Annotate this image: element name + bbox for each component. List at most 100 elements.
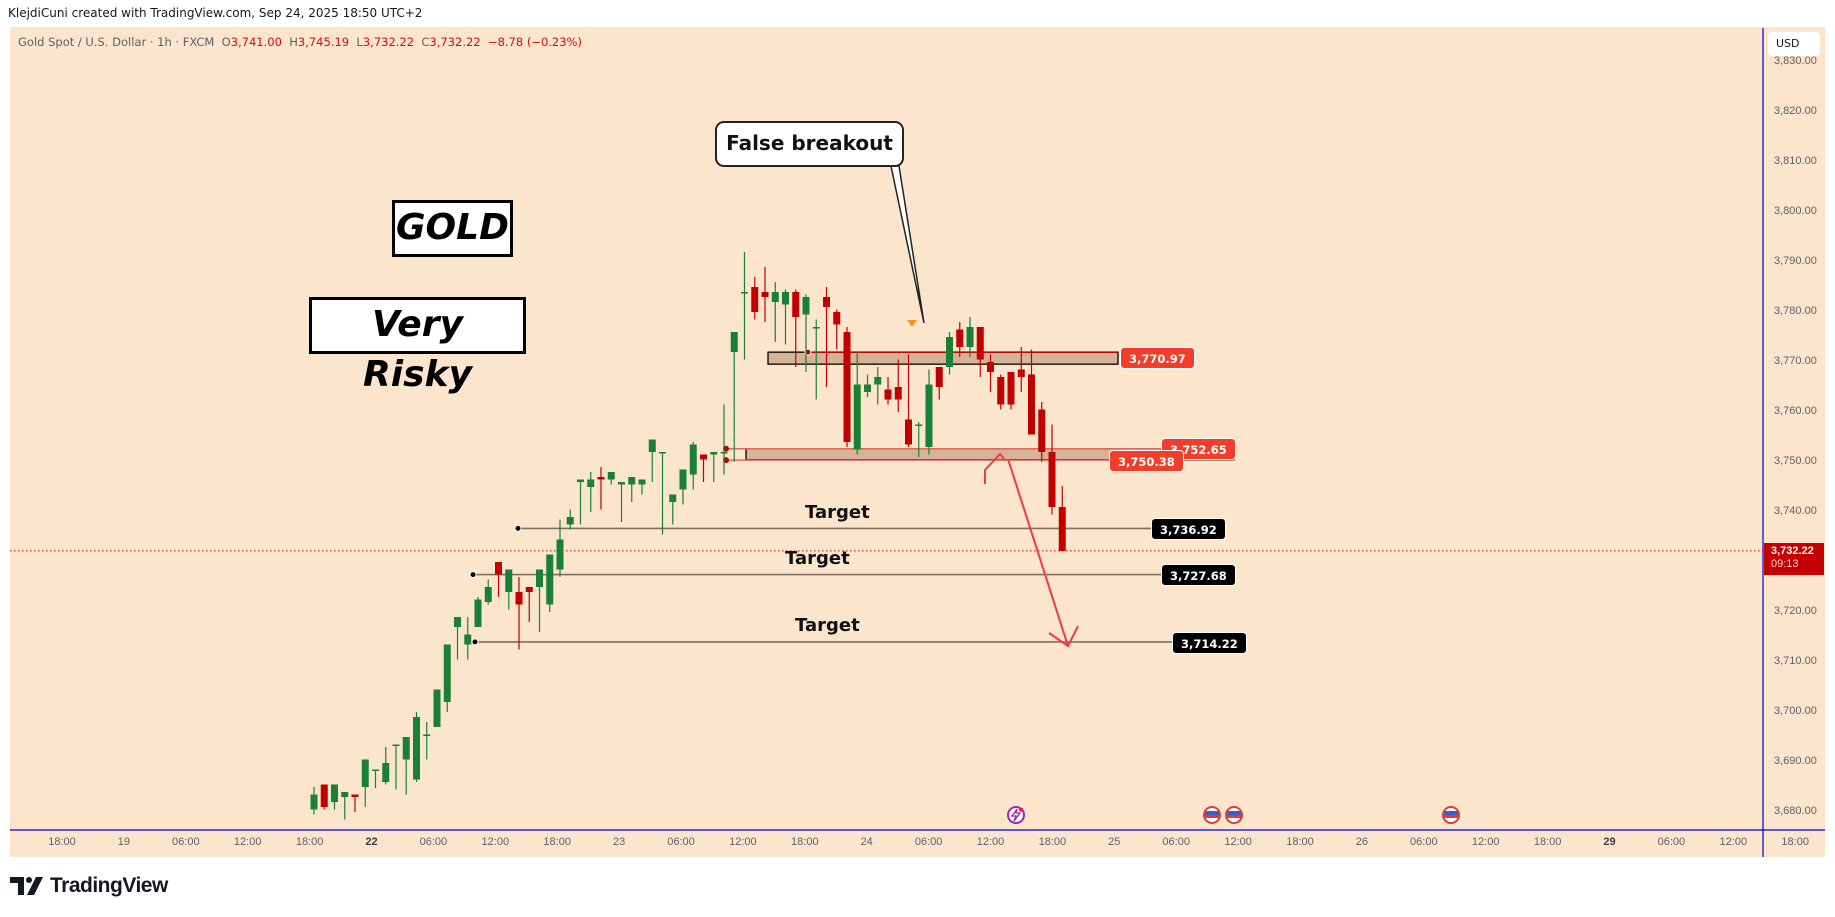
candle-body <box>751 287 759 312</box>
retest-zigzag <box>984 452 1006 484</box>
target-2-price-tag[interactable]: 3,727.68 <box>1161 564 1236 586</box>
time-tick: 18:00 <box>295 836 324 848</box>
candle-body <box>402 737 410 760</box>
candle-body <box>700 454 707 460</box>
time-tick: 18:00 <box>1286 836 1314 848</box>
chart-credit: KlejdiCuni created with TradingView.com,… <box>8 6 423 20</box>
time-tick: 25 <box>1108 836 1121 848</box>
us-flag-event-icon[interactable] <box>1203 806 1221 824</box>
time-tick: 18:00 <box>543 836 571 848</box>
candle-body <box>843 332 851 442</box>
time-tick: 12:00 <box>1224 836 1252 848</box>
time-tick: 18:00 <box>48 836 76 848</box>
price-tick: 3,780.00 <box>1774 305 1817 317</box>
candle-body <box>1007 372 1015 405</box>
time-tick: 06:00 <box>419 836 448 848</box>
candle-body <box>853 384 861 450</box>
target-handle <box>471 638 479 646</box>
candle-body <box>1048 452 1056 507</box>
time-tick: 12:00 <box>1471 836 1500 848</box>
chart-pane[interactable] <box>10 27 1825 857</box>
candle-body <box>525 587 533 592</box>
symbol-description[interactable]: Gold Spot / U.S. Dollar · 1h · FXCM <box>18 35 215 49</box>
candle-body <box>669 494 677 502</box>
candle-body <box>823 297 830 307</box>
time-tick: 12:00 <box>976 836 1005 848</box>
currency-button[interactable]: USD <box>1768 32 1820 56</box>
price-tick: 3,690.00 <box>1774 755 1817 767</box>
time-tick: 06:00 <box>914 836 943 848</box>
false-breakout-callout[interactable]: False breakout <box>715 121 904 167</box>
candle-body <box>761 292 769 297</box>
candle-body <box>536 569 543 587</box>
candle-body <box>1058 507 1066 551</box>
candle-body <box>443 644 451 702</box>
price-tick: 3,800.00 <box>1774 205 1817 217</box>
candle-body <box>659 452 666 454</box>
support-lower-price-tag[interactable]: 3,750.38 <box>1109 450 1184 472</box>
candle-body <box>864 384 871 392</box>
price-tick: 3,830.00 <box>1774 55 1817 67</box>
target-label-1[interactable]: Target <box>805 502 870 523</box>
candle-body <box>382 763 390 782</box>
low-value: 3,732.22 <box>362 35 415 49</box>
candle-body <box>566 517 574 525</box>
price-tick: 3,770.00 <box>1774 355 1817 367</box>
open-value: 3,741.00 <box>230 35 282 49</box>
target-handle <box>514 524 522 532</box>
candle-body <box>782 292 789 305</box>
candle-body <box>710 452 718 455</box>
candle-body <box>802 297 810 315</box>
price-tick: 3,740.00 <box>1774 505 1817 517</box>
change-value: −8.78 (−0.23%) <box>487 35 582 49</box>
candle-body <box>884 389 892 400</box>
candle-body <box>413 717 420 780</box>
tradingview-logo-icon <box>10 877 43 895</box>
high-value: 3,745.19 <box>297 35 350 49</box>
price-tick: 3,700.00 <box>1774 705 1817 717</box>
gold-title-box[interactable]: GOLD <box>392 200 513 257</box>
candle-body <box>946 337 953 367</box>
us-flag-event-icon[interactable] <box>1225 806 1243 824</box>
target-handle <box>469 571 477 579</box>
target-1-price-tag[interactable]: 3,736.92 <box>1151 518 1226 540</box>
candle-body <box>546 554 554 605</box>
time-tick: 06:00 <box>1162 836 1190 848</box>
candle-body <box>392 744 400 746</box>
candle-body <box>607 472 615 480</box>
time-tick: 18:00 <box>1038 836 1067 848</box>
time-tick: 26 <box>1355 836 1369 848</box>
price-tick: 3,680.00 <box>1774 805 1817 817</box>
time-tick: 24 <box>860 836 873 848</box>
time-tick: 06:00 <box>1657 836 1686 848</box>
time-tick: 18:00 <box>1533 836 1562 848</box>
projection-arrowhead-icon <box>1048 625 1079 648</box>
lightning-event-icon[interactable] <box>1007 806 1025 824</box>
time-tick: 23 <box>612 836 626 848</box>
candle-body <box>454 617 461 627</box>
candle-body <box>310 794 318 810</box>
resistance-price-tag[interactable]: 3,770.97 <box>1120 347 1195 369</box>
target-3-price-tag[interactable]: 3,714.22 <box>1172 632 1247 654</box>
price-tick: 3,820.00 <box>1774 105 1817 117</box>
price-tick: 3,790.00 <box>1774 255 1817 267</box>
candle-body <box>720 452 728 454</box>
very-risky-box[interactable]: Very Risky <box>309 297 526 395</box>
callout-pointer <box>890 165 925 324</box>
price-tick: 3,750.00 <box>1774 455 1817 467</box>
us-flag-event-icon[interactable] <box>1442 806 1460 824</box>
price-tick: 3,720.00 <box>1774 605 1817 617</box>
target-label-2[interactable]: Target <box>785 548 850 569</box>
candle-body <box>771 292 779 302</box>
projection-arrow <box>1007 458 1069 647</box>
candle-body <box>966 327 974 347</box>
candle-body <box>351 794 359 797</box>
time-tick: 22 <box>365 836 378 848</box>
tradingview-logo: TradingView <box>10 874 168 898</box>
candle-body <box>361 759 369 787</box>
candle-body <box>648 439 656 452</box>
target-label-3[interactable]: Target <box>795 615 860 636</box>
candle-body <box>577 479 584 482</box>
ohlc-legend: Gold Spot / U.S. Dollar · 1h · FXCM O3,7… <box>18 35 582 49</box>
